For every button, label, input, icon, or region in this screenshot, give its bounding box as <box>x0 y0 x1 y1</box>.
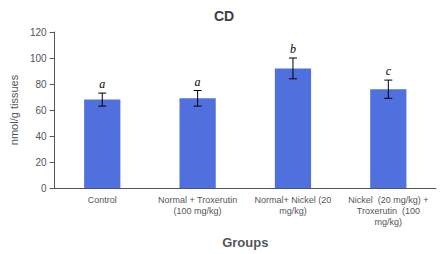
svg-text:mg/kg): mg/kg) <box>375 217 403 227</box>
svg-text:100: 100 <box>30 53 47 64</box>
svg-text:120: 120 <box>30 27 47 38</box>
svg-text:Control: Control <box>88 195 117 205</box>
svg-text:60: 60 <box>35 105 47 116</box>
svg-text:Troxerutin (100: Troxerutin (100 <box>357 206 420 216</box>
svg-text:(100 mg/kg): (100 mg/kg) <box>174 206 222 216</box>
svg-text:a: a <box>195 75 201 89</box>
svg-text:mg/kg): mg/kg) <box>279 206 307 216</box>
svg-text:Groups: Groups <box>222 235 268 250</box>
svg-text:80: 80 <box>35 79 47 90</box>
svg-text:Normal + Troxerutin: Normal + Troxerutin <box>158 195 237 205</box>
svg-text:CD: CD <box>214 8 234 24</box>
svg-text:Nickel (20 mg/kg) +: Nickel (20 mg/kg) + <box>348 195 428 205</box>
svg-text:c: c <box>386 64 392 78</box>
svg-text:a: a <box>99 77 105 91</box>
svg-text:40: 40 <box>35 131 47 142</box>
svg-text:0: 0 <box>41 183 47 194</box>
svg-text:Normal+ Nickel (20: Normal+ Nickel (20 <box>255 195 332 205</box>
svg-text:b: b <box>290 42 296 56</box>
svg-text:nmol/g tissues: nmol/g tissues <box>8 74 20 145</box>
svg-text:20: 20 <box>35 157 47 168</box>
